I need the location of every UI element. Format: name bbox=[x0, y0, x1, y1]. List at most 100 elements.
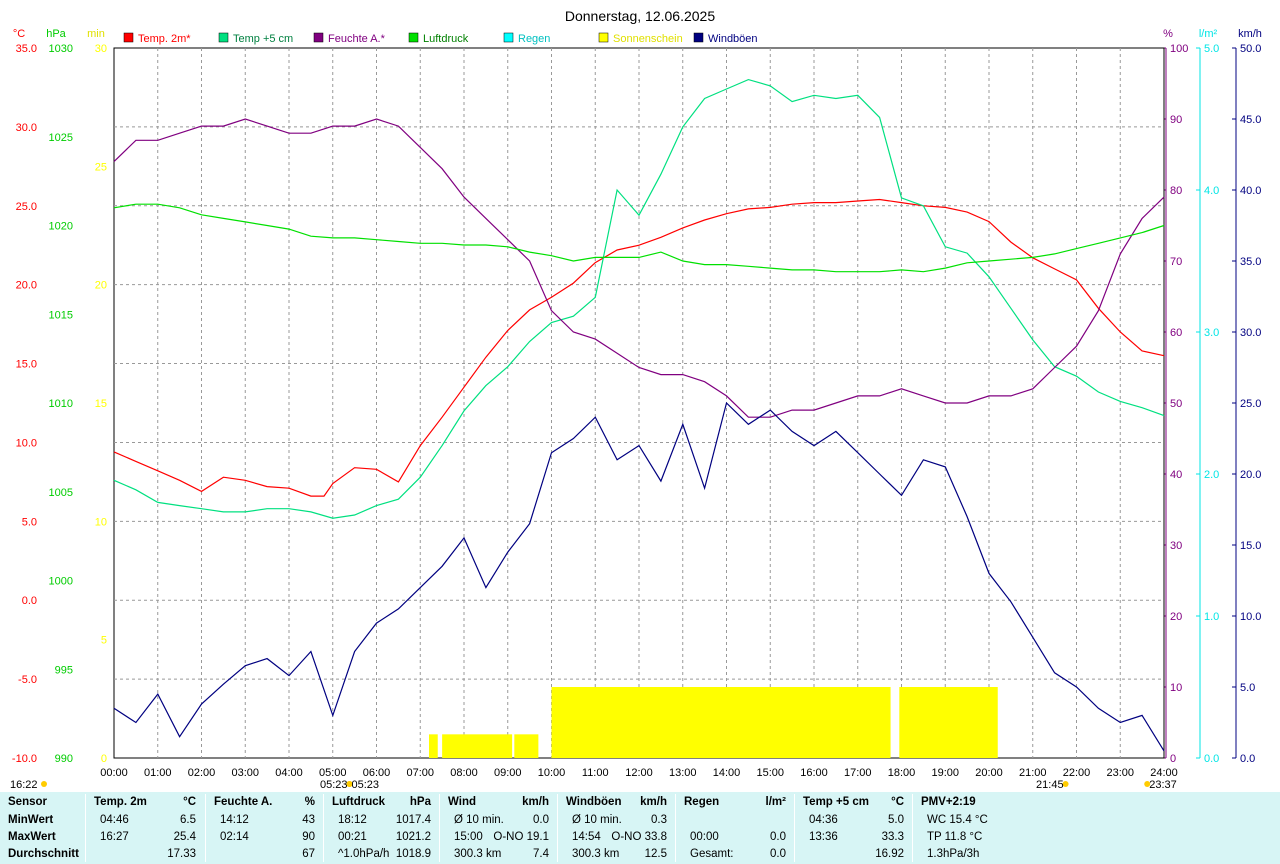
stat-label: 300.3 km bbox=[572, 848, 620, 860]
y-tick-label: 10.0 bbox=[16, 437, 37, 449]
stat-value: 0.0 bbox=[770, 848, 786, 860]
y-tick-label: 80 bbox=[1170, 185, 1182, 197]
y-tick-label: 1005 bbox=[49, 487, 73, 499]
sun-marker bbox=[346, 781, 353, 787]
x-tick-label: 20:00 bbox=[975, 767, 1003, 779]
x-tick-label: 21:00 bbox=[1019, 767, 1047, 779]
sunshine-bar bbox=[429, 734, 438, 758]
x-tick-label: 03:00 bbox=[231, 767, 259, 779]
stat-value: 0.3 bbox=[651, 814, 667, 826]
stat-value: 1017.4 bbox=[395, 814, 431, 826]
y-tick-label: 0.0 bbox=[1240, 753, 1255, 765]
legend-label: Temp +5 cm bbox=[233, 33, 293, 45]
stat-value: 33.3 bbox=[881, 831, 904, 843]
y-tick-label: 3.0 bbox=[1204, 327, 1219, 339]
sun-axis-unit: min bbox=[87, 28, 105, 40]
stat-label: 04:36 bbox=[809, 814, 838, 826]
y-tick-label: 20 bbox=[1170, 611, 1182, 623]
y-tick-label: 2.0 bbox=[1204, 469, 1219, 481]
y-tick-label: 20 bbox=[95, 280, 107, 292]
stat-value: 1021.2 bbox=[395, 831, 431, 843]
x-tick-label: 23:00 bbox=[1106, 767, 1134, 779]
stat-label: TP 11.8 °C bbox=[927, 831, 983, 843]
stat-label: 14:12 bbox=[220, 814, 249, 826]
chart-series bbox=[113, 78, 1165, 752]
corner-label: 16:22 bbox=[10, 779, 38, 791]
stat-label: ^1.0hPa/h bbox=[338, 848, 390, 860]
stat-label: 1.3hPa/3h bbox=[927, 848, 980, 860]
column-title: Wind bbox=[448, 796, 476, 808]
sun-markers: 05:23 05:23 21:45 23:37 16:22 bbox=[10, 779, 1177, 791]
x-tick-label: 12:00 bbox=[625, 767, 653, 779]
stat-value: 43 bbox=[302, 814, 315, 826]
stat-value: 6.5 bbox=[180, 814, 196, 826]
column-title: Luftdruck bbox=[332, 796, 386, 808]
sunshine-bar bbox=[514, 734, 539, 758]
x-tick-label: 06:00 bbox=[363, 767, 391, 779]
y-tick-label: 35.0 bbox=[1240, 256, 1261, 268]
column-unit: km/h bbox=[640, 796, 667, 808]
stat-label: 14:54 bbox=[572, 831, 601, 843]
y-tick-label: 15 bbox=[95, 398, 107, 410]
column-title: Windböen bbox=[566, 796, 622, 808]
y-tick-label: 100 bbox=[1170, 43, 1188, 55]
press-axis-unit: hPa bbox=[46, 28, 66, 40]
y-tick-label: 40 bbox=[1170, 469, 1182, 481]
stat-label: 300.3 km bbox=[454, 848, 502, 860]
column-separator bbox=[912, 794, 913, 862]
y-tick-label: 20.0 bbox=[1240, 469, 1261, 481]
series-line bbox=[113, 203, 1165, 273]
legend-swatch bbox=[218, 32, 229, 43]
legend-label: Feuchte A.* bbox=[328, 33, 386, 45]
stats-table: Sensor MinWert MaxWert Durchschnitt Temp. 2m… bbox=[0, 792, 1280, 864]
y-tick-label: 50.0 bbox=[1240, 43, 1261, 55]
x-tick-label: 05:00 bbox=[319, 767, 347, 779]
chart-title: Donnerstag, 12.06.2025 bbox=[565, 8, 715, 24]
row-label: MaxWert bbox=[8, 831, 56, 843]
y-tick-label: 30 bbox=[95, 43, 107, 55]
series-line bbox=[113, 118, 1165, 418]
column-unit: °C bbox=[891, 796, 904, 808]
stat-value: 67 bbox=[302, 848, 315, 860]
legend-swatch bbox=[693, 32, 704, 43]
stat-label: 16:27 bbox=[100, 831, 129, 843]
series-line bbox=[113, 78, 1165, 519]
y-tick-label: 60 bbox=[1170, 327, 1182, 339]
x-tick-label: 09:00 bbox=[494, 767, 522, 779]
y-tick-label: 0 bbox=[1170, 753, 1176, 765]
y-tick-label: -10.0 bbox=[12, 753, 37, 765]
sun-marker bbox=[1062, 781, 1069, 787]
y-tick-label: 20.0 bbox=[16, 280, 37, 292]
y-tick-label: 25.0 bbox=[16, 201, 37, 213]
stat-label: 18:12 bbox=[338, 814, 367, 826]
legend-swatch bbox=[408, 32, 419, 43]
stat-label: 13:36 bbox=[809, 831, 838, 843]
y-tick-label: 1025 bbox=[49, 132, 73, 144]
legend-swatch bbox=[313, 32, 324, 43]
stat-label: 00:00 bbox=[690, 831, 719, 843]
series-line bbox=[113, 198, 1165, 497]
stat-value: O-NO 33.8 bbox=[611, 831, 667, 843]
stat-value: 25.4 bbox=[173, 831, 196, 843]
x-tick-label: 24:00 bbox=[1150, 767, 1178, 779]
stat-value: 7.4 bbox=[533, 848, 549, 860]
y-tick-label: 1030 bbox=[49, 43, 73, 55]
y-tick-label: 995 bbox=[55, 664, 73, 676]
y-tick-label: 70 bbox=[1170, 256, 1182, 268]
column-separator bbox=[794, 794, 795, 862]
x-tick-label: 04:00 bbox=[275, 767, 303, 779]
right-axis-unit: km/h bbox=[1238, 28, 1262, 40]
x-tick-label: 02:00 bbox=[188, 767, 216, 779]
stat-value: 0.0 bbox=[770, 831, 786, 843]
stat-value: 12.5 bbox=[644, 848, 667, 860]
stat-label: 15:00 bbox=[454, 831, 483, 843]
column-separator bbox=[557, 794, 558, 862]
stat-label: Ø 10 min. bbox=[454, 814, 504, 826]
column-separator bbox=[439, 794, 440, 862]
stat-value: 1018.9 bbox=[395, 848, 431, 860]
weather-chart: Donnerstag, 12.06.2025 Temp. 2m* Temp +5 … bbox=[10, 8, 1262, 791]
y-tick-label: 15.0 bbox=[16, 359, 37, 371]
legend-label: Sonnenschein bbox=[613, 33, 683, 45]
y-tick-label: 15.0 bbox=[1240, 540, 1261, 552]
x-tick-label: 17:00 bbox=[844, 767, 872, 779]
